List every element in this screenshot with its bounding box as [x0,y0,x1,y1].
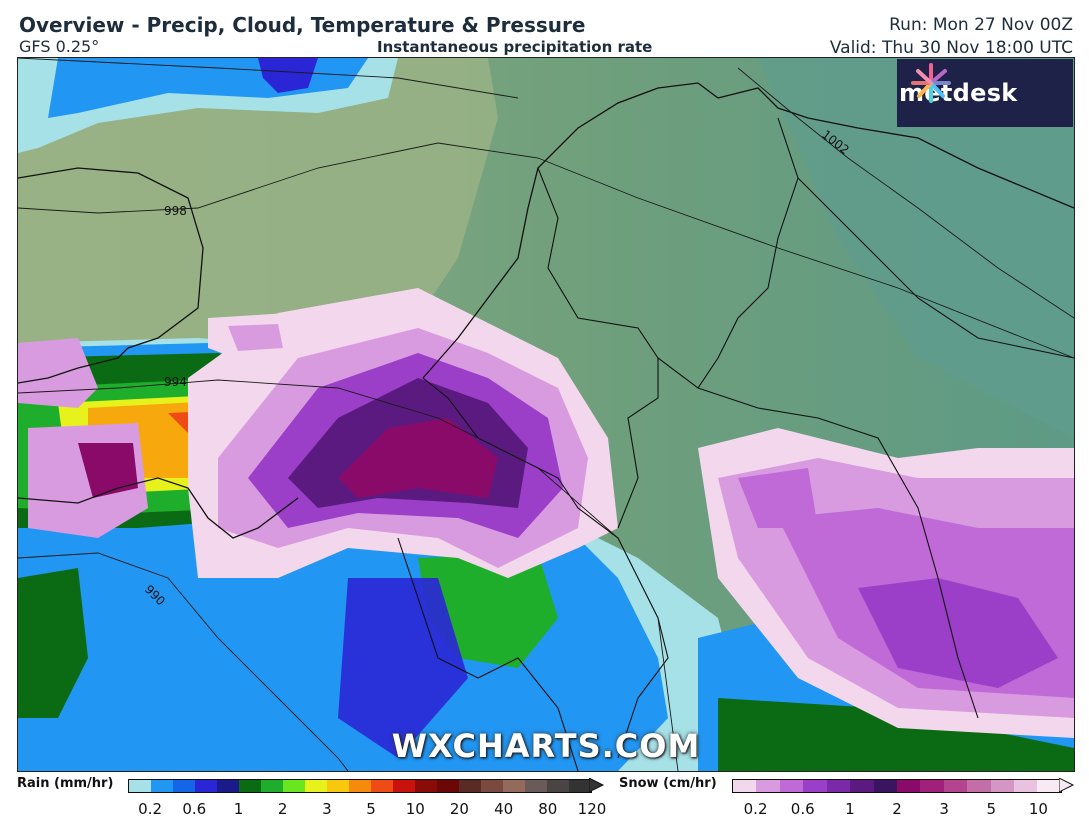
rain-color-swatch [327,780,349,792]
rain-legend-ticks: 0.2 0.6 1 2 3 5 10 20 40 80 120 [128,800,606,820]
coastline-uk [18,167,204,384]
cloud-shading [18,58,498,358]
isobar-label-998: 998 [164,204,187,218]
valid-time: Valid: Thu 30 Nov 18:00 UTC [829,38,1073,58]
rain-tick-label: 10 [405,800,425,818]
coastline-channel [18,477,299,539]
rain-color-swatch [547,780,569,792]
rain-color-swatch [481,780,503,792]
snow-color-swatch [850,780,874,792]
rain-tick-label: 0.2 [138,800,163,818]
coastline-north [717,87,1074,209]
snow-color-swatch [990,780,1015,792]
snow-tick-label: 1 [845,800,855,818]
rain-colorbar-arrow [589,778,605,793]
rain-color-swatch [371,780,393,792]
rain-color-swatch [503,780,525,792]
rain-color-swatch [459,780,481,792]
isobar-outer [18,58,519,99]
snow-color-swatch [1037,780,1061,792]
cloud-shading-east [758,58,1074,438]
rain-tick-label: 5 [366,800,376,818]
snow-legend-title: Snow (cm/hr) [619,776,717,791]
rain-colorbar [128,779,592,793]
snow-color-swatch [943,780,968,792]
snow-color-swatch [967,780,991,792]
rain-tick-label: 1 [233,800,244,818]
snow-area-west [18,338,98,408]
rain-color-swatch [393,780,415,792]
border-4 [397,537,579,771]
rain-cell-sw-dark [18,568,88,718]
snow-cell-west-core [78,443,138,498]
snow-color-swatch [826,780,851,792]
snow-legend-ticks: 0.2 0.6 1 2 3 5 10 [732,800,1060,820]
snow-color-swatch [873,780,897,792]
run-time: Run: Mon 27 Nov 00Z [889,15,1073,35]
snow-area-central-peak [338,418,498,498]
isobar-998 [18,142,1074,359]
snow-color-swatch [803,780,827,792]
isobar-1002 [737,67,1074,319]
rain-color-swatch [283,780,305,792]
rain-legend-title: Rain (mm/hr) [17,776,114,791]
snow-colorbar-arrow [1059,778,1075,793]
snow-tick-label: 5 [986,800,997,818]
chart-title: Overview - Precip, Cloud, Temperature & … [19,13,586,37]
snow-color-swatch [756,780,780,792]
rain-color-swatch [525,780,547,792]
snow-tick-label: 3 [939,800,949,818]
snow-cell-small-core [228,324,283,351]
rain-color-swatch [569,780,591,792]
snow-tick-label: 2 [892,800,902,818]
rain-color-swatch [217,780,239,792]
snow-color-swatch [920,780,944,792]
snow-area-east-core [858,578,1058,688]
rain-color-swatch [195,780,217,792]
metdesk-logo: metdesk [897,59,1073,127]
snow-cell-east-top [738,468,818,528]
rain-tick-label: 2 [277,800,288,818]
rain-color-swatch [261,780,283,792]
snow-color-swatch [779,780,804,792]
rain-cell-s-blue [338,578,468,758]
isobar-990 [18,552,349,771]
rain-tick-label: 120 [577,800,607,818]
rain-color-swatch [239,780,261,792]
rain-color-swatch [151,780,173,792]
weather-map[interactable]: 998 994 990 1002 metdesk WXCHARTS.COM [17,57,1075,772]
snow-color-swatch [896,780,921,792]
border-3 [617,358,659,529]
rain-tick-label: 80 [538,800,558,818]
map-canvas: 998 994 990 1002 [18,58,1074,771]
rain-color-swatch [349,780,371,792]
rain-color-swatch [129,780,151,792]
snow-colorbar [732,779,1062,793]
rain-color-swatch [305,780,327,792]
snow-color-swatch [733,780,757,792]
rain-tick-label: 20 [449,800,469,818]
border-6 [797,177,1074,359]
rain-tick-label: 3 [322,800,332,818]
rain-tick-label: 40 [494,800,514,818]
rain-color-swatch [173,780,195,792]
rain-color-swatch [415,780,437,792]
model-label: GFS 0.25° [19,37,100,56]
isobar-label-994: 994 [164,375,187,389]
snow-tick-label: 10 [1028,800,1048,818]
rain-cell-se-green [718,698,1074,771]
rain-tick-label: 0.6 [182,800,207,818]
snow-color-swatch [1014,780,1038,792]
chart-subtitle: Instantaneous precipitation rate [377,38,653,56]
border-2 [422,377,669,759]
isobar-994 [18,379,679,771]
rain-color-swatch [437,780,459,792]
rain-cell-north [258,58,318,93]
snow-tick-label: 0.2 [743,800,768,818]
snow-tick-label: 0.6 [790,800,815,818]
metdesk-burst-icon [911,63,951,103]
border-5 [697,387,979,719]
watermark: WXCHARTS.COM [391,727,701,765]
